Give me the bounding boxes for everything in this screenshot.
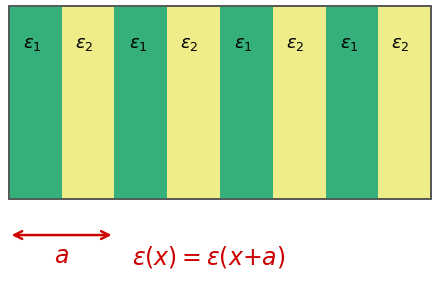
Text: $\varepsilon_2$: $\varepsilon_2$ — [286, 35, 304, 53]
Bar — [9, 6, 431, 199]
Bar — [9, 6, 62, 199]
Bar — [114, 6, 167, 199]
Text: $\varepsilon_2$: $\varepsilon_2$ — [391, 35, 410, 53]
Bar — [9, 6, 431, 199]
Text: $\varepsilon_1$: $\varepsilon_1$ — [340, 35, 359, 53]
Text: $\varepsilon_1$: $\varepsilon_1$ — [23, 35, 42, 53]
Bar — [220, 6, 273, 199]
Text: $a$: $a$ — [54, 246, 69, 268]
Text: $\varepsilon_1$: $\varepsilon_1$ — [235, 35, 253, 53]
Text: $\varepsilon_1$: $\varepsilon_1$ — [129, 35, 147, 53]
Text: $\varepsilon(x) = \varepsilon(x{+}a)$: $\varepsilon(x) = \varepsilon(x{+}a)$ — [132, 244, 286, 270]
Text: $\varepsilon_2$: $\varepsilon_2$ — [180, 35, 198, 53]
Text: $\varepsilon_2$: $\varepsilon_2$ — [74, 35, 93, 53]
Bar — [326, 6, 378, 199]
